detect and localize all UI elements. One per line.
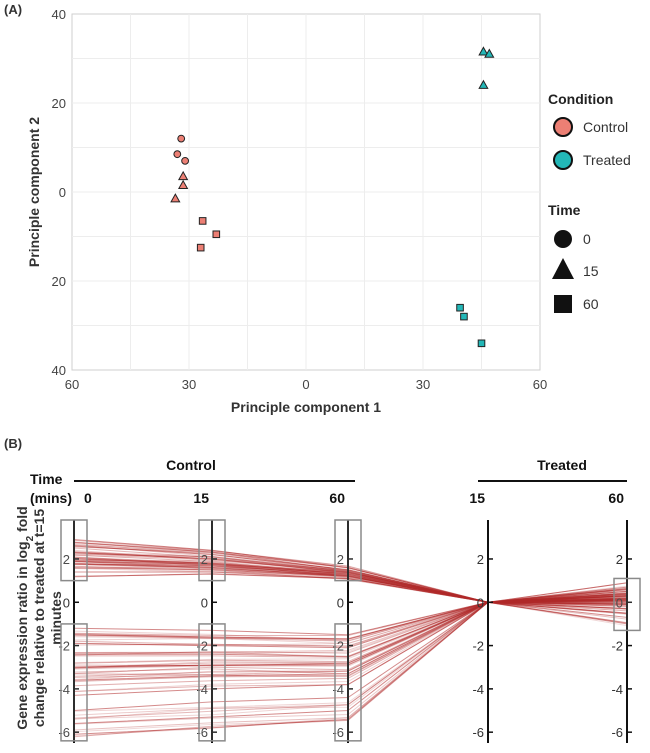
axis-tick-label: 0: [616, 595, 623, 610]
axis-tick-label: 0: [201, 595, 208, 610]
x-tick-label: 0: [302, 377, 309, 392]
axis-tick-label: -6: [58, 725, 70, 740]
y-tick-label: 20: [52, 274, 66, 289]
point-square: [460, 312, 468, 321]
y-axis-title-line-2: change relative to treated at t=15: [31, 509, 47, 727]
vertical-axes: 2 0 -2 -4 -6 2 0 -2 -4 -6 2 0 -2 -4 -6 2 0 -2 -4 -6 2 0 -2 -4 -6: [58, 520, 632, 743]
point-square: [198, 217, 207, 225]
brush-box: [334, 519, 362, 582]
brush-box: [60, 519, 88, 582]
point-circle: [181, 156, 190, 165]
point-circle: [177, 134, 186, 143]
axis-tick-label: -6: [611, 725, 623, 740]
axis-tick-label: -6: [332, 725, 344, 740]
data-points: [170, 46, 495, 348]
legend-swatch-treated: [553, 150, 573, 170]
axis-tick-label: -4: [332, 682, 344, 697]
axis-tick-label: -2: [332, 639, 344, 654]
legend-label-treated: Treated: [583, 152, 631, 168]
axis-tick-label: 2: [477, 552, 484, 567]
brush-box: [60, 623, 88, 742]
y-tick-labels: 40 20 0 20 40: [52, 7, 66, 378]
axis-tick-label: 0: [477, 595, 484, 610]
axis-tick-label: -4: [58, 682, 70, 697]
y-tick-label: 40: [52, 363, 66, 378]
axis-tick-label: 0: [337, 595, 344, 610]
axis-tick-label: -2: [611, 639, 623, 654]
legend-time-title: Time: [548, 202, 581, 218]
point-triangle: [177, 179, 189, 190]
point-triangle: [478, 79, 489, 89]
legend-label-control: Control: [583, 119, 628, 135]
legend-square-icon: [554, 295, 572, 313]
y-axis-title: Principle component 2: [26, 117, 42, 267]
axis-tick-label: -2: [472, 639, 484, 654]
selection-boxes: [60, 519, 641, 742]
point-square: [196, 243, 205, 252]
gridlines: [72, 14, 540, 370]
axis-tick-label: -6: [196, 725, 208, 740]
axis-header-treated-60: 60: [608, 490, 624, 506]
axis-header-control-0: 0: [84, 490, 92, 506]
y-tick-label: 40: [52, 7, 66, 22]
axis-tick-label: -4: [196, 682, 208, 697]
y-tick-label: 0: [59, 185, 66, 200]
legend: Condition Control Treated Time 0 15 60: [548, 91, 631, 313]
x-tick-label: 60: [65, 377, 79, 392]
axis-header-treated-15: 15: [469, 490, 485, 506]
point-triangle: [478, 46, 489, 56]
brush-box: [334, 623, 362, 742]
point-square: [456, 303, 464, 312]
x-tick-label: 30: [416, 377, 430, 392]
legend-label-time-60: 60: [583, 296, 599, 312]
group-label-control: Control: [166, 457, 216, 473]
legend-label-time-0: 0: [583, 231, 591, 247]
panel-b-label: (B): [4, 436, 22, 451]
axis-tick-label: -4: [472, 682, 484, 697]
axis-tick-label: 2: [201, 552, 208, 567]
axis-tick-label: -2: [196, 639, 208, 654]
y-axis-title-line-1: Gene expression ratio in log2 fold: [14, 506, 36, 729]
axis-tick-label: 0: [63, 595, 70, 610]
x-tick-label: 60: [533, 377, 547, 392]
brush-box: [198, 519, 226, 582]
point-square: [212, 230, 221, 239]
parallel-coordinates-plot: Time (mins) Control Treated 0 15 60 15 60 Ge…: [14, 457, 641, 743]
pca-scatter-plot: 60 30 0 30 60 40 20 0 20 40 Principle component …: [26, 7, 631, 415]
y-tick-label: 20: [52, 96, 66, 111]
group-label-treated: Treated: [537, 457, 587, 473]
axis-headers: 0 15 60 15 60: [84, 490, 624, 506]
axis-header-control-15: 15: [193, 490, 209, 506]
legend-circle-icon: [554, 230, 572, 248]
point-circle: [173, 150, 182, 159]
legend-condition-title: Condition: [548, 91, 613, 107]
units-label: (mins): [30, 490, 72, 506]
axis-tick-label: 2: [337, 552, 344, 567]
legend-swatch-control: [553, 117, 573, 137]
point-triangle: [484, 48, 495, 58]
axis-tick-label: 2: [616, 552, 623, 567]
panel-a-label: (A): [4, 2, 22, 17]
brush-box: [198, 623, 226, 742]
axis-tick-label: -4: [611, 682, 623, 697]
axis-tick-label: -2: [58, 639, 70, 654]
point-square: [477, 339, 486, 348]
x-tick-label: 30: [182, 377, 196, 392]
axis-header-control-60: 60: [329, 490, 345, 506]
legend-label-time-15: 15: [583, 263, 599, 279]
axis-tick-label: 2: [63, 552, 70, 567]
y-axis-title-line-3: minutes: [48, 591, 64, 645]
brush-box: [613, 577, 641, 632]
point-triangle: [170, 193, 181, 203]
x-tick-labels: 60 30 0 30 60: [65, 377, 547, 392]
time-label: Time: [30, 471, 63, 487]
axis-tick-label: -6: [472, 725, 484, 740]
legend-triangle-icon: [552, 258, 574, 279]
x-axis-title: Principle component 1: [231, 399, 381, 415]
point-triangle: [177, 170, 189, 181]
